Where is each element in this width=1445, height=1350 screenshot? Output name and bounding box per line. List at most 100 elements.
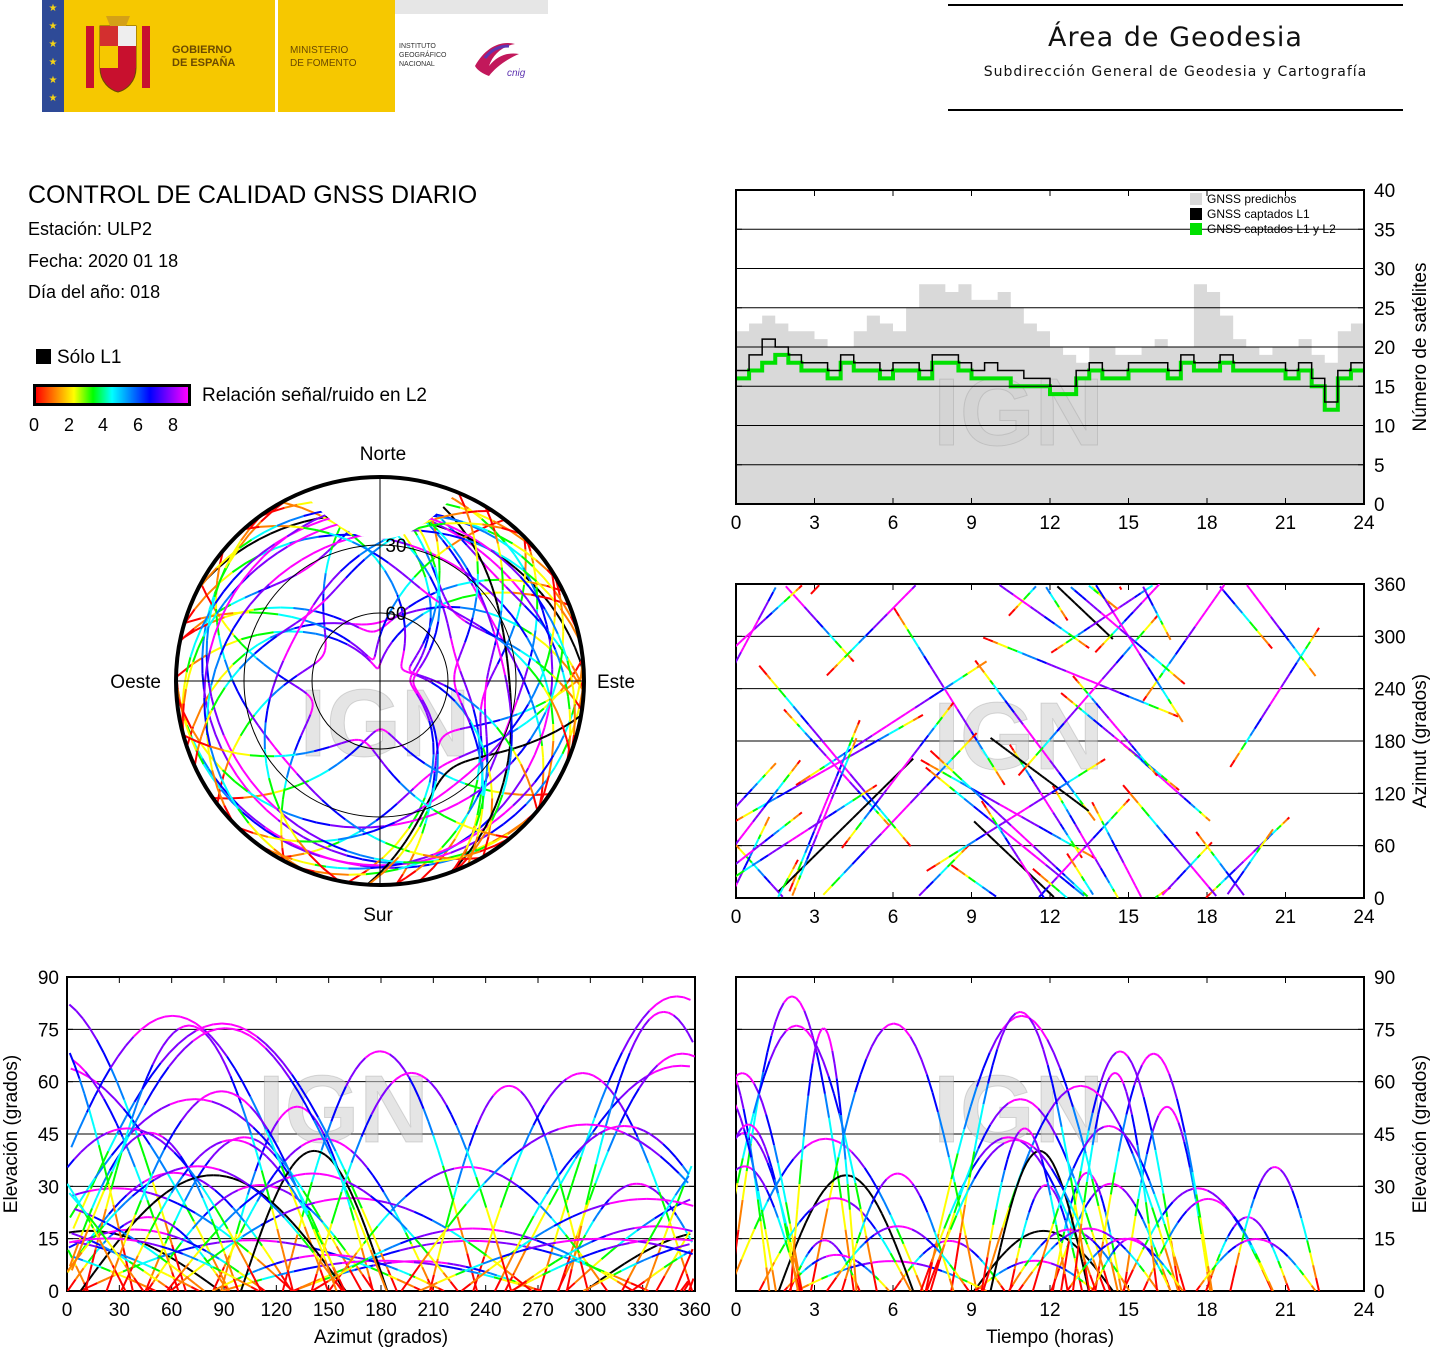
elevation-track: [636, 1127, 644, 1132]
elevation-track: [160, 1171, 170, 1177]
elevation-time-track: [805, 1141, 814, 1147]
elevation-track: [151, 1160, 160, 1175]
elevation-track: [327, 1231, 338, 1247]
azimuth-track: [1055, 786, 1062, 791]
azimuth-track: [1043, 615, 1049, 620]
azimuth-track: [1290, 643, 1296, 650]
azimuth-track: [749, 851, 754, 857]
elevation-time-track: [826, 1239, 830, 1243]
x-tick-label: 210: [417, 1300, 449, 1321]
azimuth-track: [864, 789, 870, 794]
elevation-track: [98, 1239, 107, 1253]
azimuth-track: [1136, 634, 1142, 640]
azimuth-track: [709, 668, 712, 671]
azimuth-track: [925, 884, 931, 890]
azimuth-track: [1231, 878, 1236, 884]
elevation-time-track: [870, 1177, 879, 1190]
y-tick-label: 60: [1374, 1073, 1395, 1094]
azimuth-track: [929, 880, 935, 886]
azimuth-track: [825, 796, 830, 802]
azimuth-track: [1167, 635, 1172, 641]
elevation-track: [95, 1039, 105, 1054]
azimuth-track: [719, 862, 722, 866]
elevation-track: [591, 1258, 603, 1268]
elevation-track: [298, 1153, 304, 1159]
azimuth-track: [1017, 601, 1022, 607]
elevation-time-track: [1315, 1277, 1321, 1291]
elevation-time-track: [898, 1254, 906, 1268]
elevation-track: [215, 1090, 222, 1093]
elevation-time-track: [1177, 1215, 1183, 1224]
azimuth-track: [1107, 612, 1112, 616]
azimuth-track: [921, 887, 927, 893]
elevation-time-track: [1052, 1231, 1058, 1236]
elevation-track: [132, 1188, 143, 1193]
x-tick-label: 90: [213, 1300, 234, 1321]
elevation-track: [427, 1254, 437, 1265]
azimuth-track: [1063, 791, 1068, 796]
elevation-time-track: [872, 1260, 879, 1264]
azimuth-track: [767, 596, 772, 602]
elevation-time-track: [1227, 1230, 1232, 1237]
azimuth-track: [964, 722, 970, 728]
azimuth-track: [1129, 695, 1135, 700]
azimuth-track: [1158, 684, 1164, 691]
elevation-track: [215, 1248, 226, 1257]
elevation-track: [272, 1056, 283, 1068]
azimuth-track: [775, 889, 781, 895]
azimuth-track: [1129, 742, 1133, 747]
azimuth-track: [997, 812, 1003, 819]
azimuth-track: [1275, 624, 1281, 630]
elevation-track: [268, 1239, 278, 1243]
elevation-track: [202, 1180, 210, 1187]
elevation-track: [82, 1262, 89, 1269]
azimuth-track: [1077, 829, 1082, 834]
elevation-track: [539, 1204, 551, 1222]
azimuth-track: [1173, 878, 1178, 884]
azimuth-track: [1148, 815, 1154, 822]
azimuth-track: [862, 795, 867, 800]
azimuth-track: [1083, 806, 1087, 810]
azimuth-track: [1175, 786, 1180, 791]
elevation-track: [670, 1226, 679, 1230]
azimuth-track: [702, 841, 705, 844]
azimuth-track: [1038, 746, 1044, 753]
azimuth-track: [959, 713, 964, 719]
elevation-time-track: [1091, 1231, 1099, 1252]
elevation-time-track: [1110, 1262, 1119, 1291]
azimuth-track: [1202, 814, 1207, 818]
azimuth-track: [835, 771, 840, 777]
elevation-time-track: [864, 1237, 871, 1244]
elevation-track: [319, 1274, 330, 1281]
azimuth-track: [1146, 650, 1152, 656]
azimuth-track: [938, 758, 945, 764]
elevation-track: [238, 1139, 245, 1143]
elevation-time-track: [799, 1002, 806, 1012]
azimuth-track: [833, 663, 839, 669]
y-tick-label: 60: [38, 1073, 59, 1094]
elevation-track: [377, 1270, 388, 1291]
elevation-time-track: [844, 1266, 851, 1280]
elevation-track: [371, 1247, 378, 1259]
azimuth-track: [1305, 663, 1311, 669]
elevation-track: [480, 1227, 489, 1231]
elevation-track: [621, 1242, 630, 1246]
elevation-time-track: [1015, 1238, 1021, 1244]
elevation-track: [557, 1172, 568, 1190]
azimuth-track: [1157, 892, 1163, 897]
x-tick-label: 3: [809, 1300, 820, 1321]
elevation-track: [183, 1234, 189, 1240]
elevation-track: [315, 1120, 321, 1128]
elevation-track: [543, 1209, 553, 1219]
elevation-track: [369, 1195, 379, 1203]
elevation-track: [359, 1257, 369, 1264]
elevation-time-track: [1220, 1202, 1227, 1208]
elevation-time-track: [1001, 1250, 1008, 1257]
elevation-time-track: [1142, 1280, 1149, 1291]
elevation-time-track: [706, 1109, 709, 1124]
elevation-track: [537, 1243, 547, 1248]
azimuth-track: [796, 759, 802, 765]
elevation-time-track: [821, 1275, 829, 1280]
azimuth-track: [1222, 590, 1229, 596]
elevation-track: [359, 1057, 367, 1064]
